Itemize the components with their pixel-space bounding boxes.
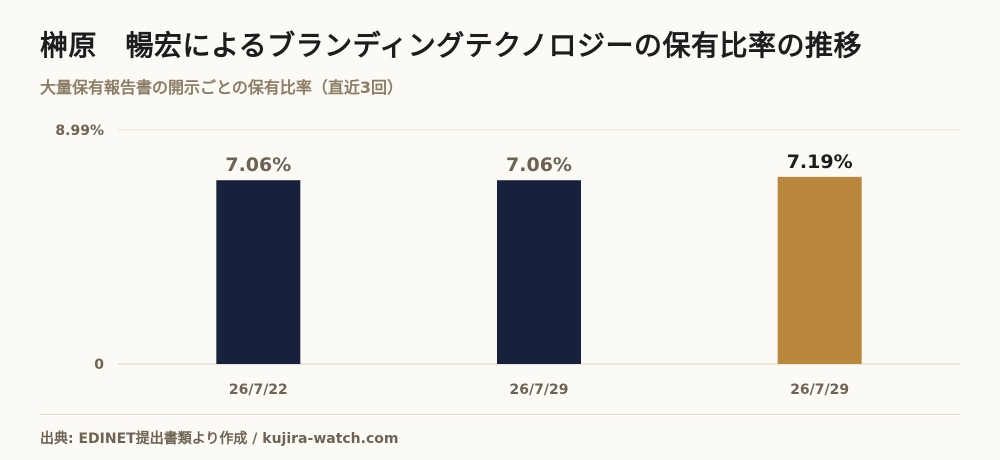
data-label: 7.06% [506,154,572,176]
x-tick-label: 26/7/29 [790,382,849,398]
chart-subtitle: 大量保有報告書の開示ごとの保有比率（直近3回） [40,78,403,97]
y-tick-label: 0 [94,357,104,373]
footer-divider [40,414,960,415]
bar-chart: 0 8.99% 7.06% 26/7/22 7.06% 26/7/29 7.19% 26/7/… [55,123,960,398]
chart-title: 榊原 暢宏によるブランディングテクノロジーの保有比率の推移 [40,29,863,62]
data-label: 7.19% [787,151,853,173]
bar [777,176,862,364]
x-tick-label: 26/7/29 [510,382,569,398]
bar [216,180,301,364]
data-label: 7.06% [225,154,291,176]
x-tick-label: 26/7/22 [229,382,288,398]
bar [497,180,581,364]
source-note: 出典: EDINET提出書類より作成 / kujira-watch.com [40,431,399,447]
y-tick-label: 8.99% [55,123,104,139]
